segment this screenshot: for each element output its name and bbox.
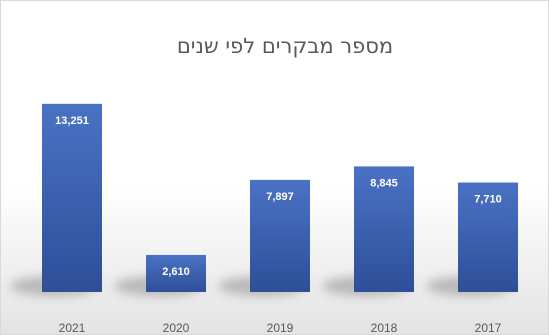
value-label-2017: 7,710 (474, 194, 502, 206)
x-tick-label-2017: 2017 (475, 321, 502, 335)
value-label-2020: 2,610 (162, 266, 190, 278)
x-tick-label-2021: 2021 (59, 321, 86, 335)
value-labels: 13,251 2,610 7,897 8,845 7,710 (55, 115, 502, 278)
value-label-2019: 7,897 (266, 191, 294, 203)
value-label-2018: 8,845 (370, 177, 398, 189)
bar-2019 (250, 179, 310, 292)
bar-2020 (146, 254, 206, 292)
chart-title: מספר מבקרים לפי שנים (177, 34, 393, 58)
bars (42, 103, 518, 292)
bar-2018 (354, 166, 414, 292)
x-tick-label-2019: 2019 (267, 321, 294, 335)
x-tick-label-2020: 2020 (163, 321, 190, 335)
bar-2021 (42, 103, 102, 292)
bar-2017 (458, 182, 518, 292)
value-label-2021: 13,251 (55, 115, 89, 127)
x-axis-tick-labels: 2021 2020 2019 2018 2017 (59, 321, 502, 335)
x-tick-label-2018: 2018 (371, 321, 398, 335)
